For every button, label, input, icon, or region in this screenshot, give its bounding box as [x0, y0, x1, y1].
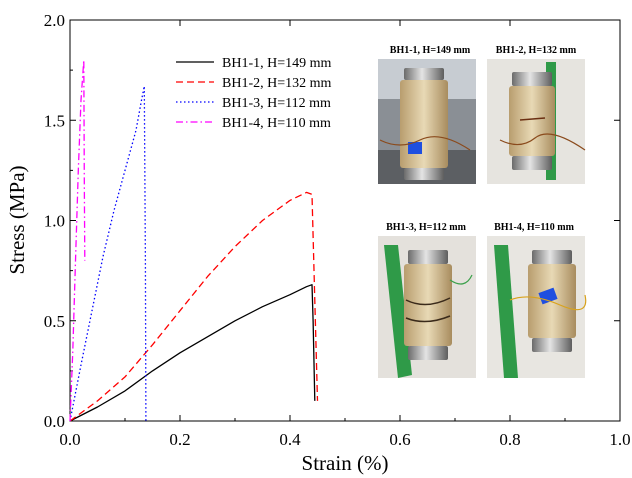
- x-tick-label: 0.2: [169, 430, 190, 449]
- x-tick-label: 0.4: [279, 430, 301, 449]
- series-lines: [69, 59, 319, 422]
- y-tick-label: 0.5: [44, 312, 65, 331]
- legend: BH1-1, H=149 mm BH1-2, H=132 mm BH1-3, H=1…: [176, 56, 332, 131]
- x-tick-label: 0.8: [499, 430, 520, 449]
- photo-title-bh1-4: BH1-4, H=110 mm: [494, 222, 575, 233]
- y-tick-label: 1.5: [44, 111, 65, 130]
- photo-bh1-4: BH1-4, H=110 mm: [487, 222, 587, 378]
- legend-label-4: BH1-4, H=110 mm: [222, 116, 331, 131]
- y-axis-title: Stress (MPa): [5, 165, 29, 274]
- y-tick-label: 1.0: [44, 212, 65, 231]
- photo-title-bh1-2: BH1-2, H=132 mm: [496, 45, 577, 56]
- x-axis-title: Strain (%): [302, 451, 389, 475]
- tick-labels: 0.0 0.2 0.4 0.6 0.8 1.0 0.0 0.5 1.0 1.5 2.0: [44, 11, 631, 449]
- x-tick-label: 1.0: [609, 430, 630, 449]
- specimen-photos: BH1-1, H=149 mm BH1-2, H=132 mm BH1-3, H…: [378, 45, 587, 378]
- x-tick-label: 0.0: [59, 430, 80, 449]
- legend-label-2: BH1-2, H=132 mm: [222, 76, 332, 91]
- photo-bh1-1: BH1-1, H=149 mm: [378, 45, 476, 184]
- photo-bh1-2: BH1-2, H=132 mm: [487, 45, 586, 184]
- series-line-2: [69, 191, 319, 422]
- series-line-4: [69, 59, 86, 422]
- y-tick-label: 2.0: [44, 11, 65, 30]
- y-tick-label: 0.0: [44, 412, 65, 431]
- series-line-3: [69, 85, 147, 422]
- photo-title-bh1-1: BH1-1, H=149 mm: [390, 45, 471, 56]
- photo-title-bh1-3: BH1-3, H=112 mm: [386, 222, 467, 233]
- x-tick-label: 0.6: [389, 430, 410, 449]
- legend-label-3: BH1-3, H=112 mm: [222, 96, 331, 111]
- legend-label-1: BH1-1, H=149 mm: [222, 56, 332, 71]
- photo-bh1-3: BH1-3, H=112 mm: [378, 222, 476, 378]
- axis-ticks: [69, 19, 621, 422]
- series-line-1: [69, 284, 316, 422]
